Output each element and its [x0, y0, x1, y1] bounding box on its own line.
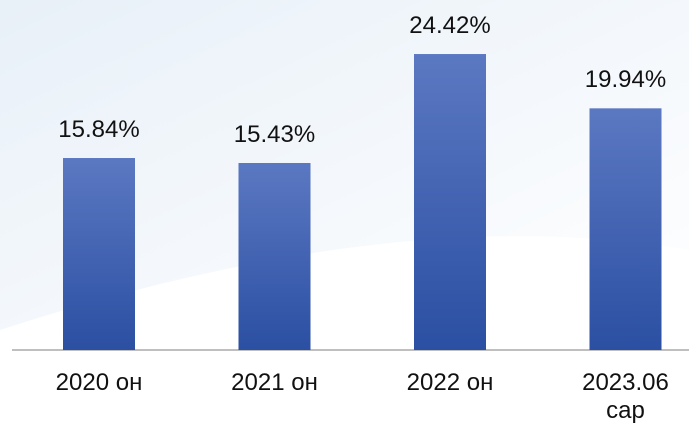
value-label: 15.84% [58, 116, 140, 144]
x-tick-label: 2023.06 сар [582, 369, 669, 424]
value-label: 24.42% [409, 12, 491, 40]
background-swoosh [0, 0, 689, 330]
value-label: 19.94% [584, 66, 667, 94]
x-tick-label: 2020 он [55, 369, 143, 396]
x-tick-label: 2021 он [231, 369, 318, 396]
x-tick-label: 2022 он [406, 369, 494, 396]
value-label: 15.43% [233, 120, 316, 148]
bar [589, 108, 662, 350]
bar [414, 54, 486, 350]
bar [238, 162, 311, 350]
bar [63, 158, 135, 350]
